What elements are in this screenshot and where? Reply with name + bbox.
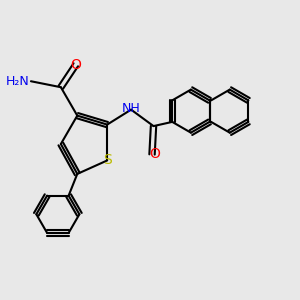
Text: O: O xyxy=(70,58,81,72)
Text: NH: NH xyxy=(122,102,140,115)
Text: S: S xyxy=(103,154,112,167)
Text: H₂N: H₂N xyxy=(6,75,29,88)
Text: O: O xyxy=(150,148,160,161)
